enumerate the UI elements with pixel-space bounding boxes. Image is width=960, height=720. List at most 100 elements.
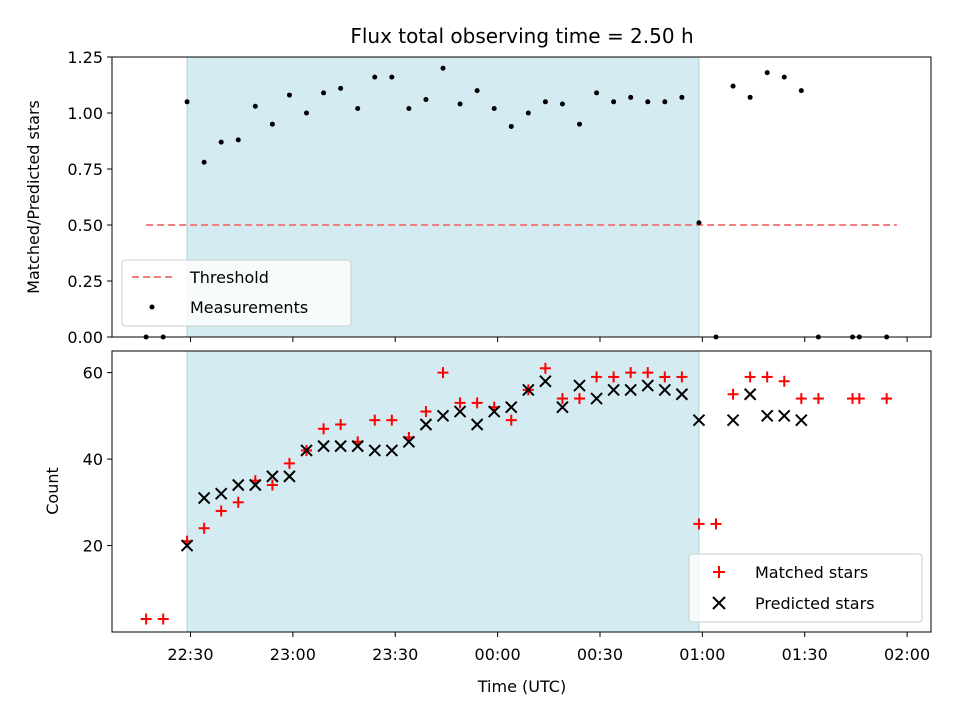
legend-predicted-label: Predicted stars [755,594,875,613]
predicted-star-marker [658,383,672,397]
x-tick-label: 00:00 [475,645,521,664]
matched-star-marker [659,371,671,383]
predicted-star-marker [743,388,757,401]
top-x-ticks [189,337,908,342]
predicted-star-marker [487,405,501,418]
legend-threshold-label: Threshold [189,268,269,287]
measurement-point [372,74,378,80]
measurement-point [286,92,292,98]
predicted-star-marker [453,405,467,418]
measurement-point [252,103,258,109]
bottom-y-ticks: 20 40 60 [83,364,112,556]
predicted-star-marker [505,400,518,414]
measurement-point [423,97,429,103]
y-tick-label: 1.00 [67,104,103,123]
predicted-star-marker [760,409,774,423]
predicted-star-marker [368,444,381,457]
measurement-point [764,70,770,76]
matched-star-marker [853,393,865,405]
measurement-point [628,94,634,100]
legend-measurements-label: Measurements [190,298,308,317]
measurement-point [440,65,446,71]
top-y-ticks: 0.00 0.25 0.50 0.75 1.00 1.25 [67,48,112,347]
matched-star-marker [198,522,210,534]
predicted-star-marker [556,400,569,414]
predicted-star-marker [573,379,586,392]
predicted-star-marker [795,413,808,427]
matched-star-marker [369,414,381,426]
matched-star-marker [642,367,654,379]
top-legend-box [121,259,352,327]
predicted-star-marker [539,375,552,388]
matched-star-marker [812,393,824,405]
x-tick-label: 23:00 [270,645,316,664]
matched-star-marker [318,423,330,435]
measurement-point [730,83,736,89]
measurement-point [355,106,361,112]
matched-star-marker [574,393,586,405]
measurement-point [559,101,565,107]
x-tick-label: 00:30 [577,645,623,664]
matched-star-marker [591,371,603,383]
bottom-legend-box [688,553,923,623]
predicted-star-marker [180,539,194,552]
predicted-star-marker [232,478,245,492]
predicted-star-marker [197,491,211,505]
measurement-point [406,106,412,112]
predicted-star-marker [334,439,347,453]
matched-star-marker [693,518,705,530]
matched-star-marker [795,393,807,405]
predicted-star-markers [180,375,808,552]
matched-star-marker [471,397,483,409]
predicted-star-marker [590,392,603,405]
x-tick-label: 22:30 [167,645,213,664]
matched-star-marker [454,397,466,409]
predicted-star-marker [402,435,416,448]
measurement-point [747,94,753,100]
predicted-star-marker [249,478,262,492]
predicted-star-marker [470,418,484,431]
y-tick-label: 20 [83,537,103,556]
matched-star-marker [420,406,432,418]
y-tick-label: 0.25 [67,272,103,291]
measurement-point [457,101,463,107]
y-tick-label: 60 [83,364,103,383]
legend-predicted-swatch [712,596,726,610]
measurement-point [389,74,395,80]
x-tick-label: 01:00 [679,645,725,664]
measurement-point [508,123,514,129]
bottom-x-ticks: 22:30 23:00 23:30 00:00 00:30 01:00 01:30 02:00 [167,632,930,664]
measurement-point [781,74,787,80]
measurement-point [321,90,327,96]
measurement-point [491,106,497,112]
matched-star-marker [386,414,398,426]
measurement-point [184,99,190,105]
predicted-star-marker [624,383,637,397]
top-panel: 0.00 0.25 0.50 0.75 1.00 1.25 Matched/Predict… [24,48,932,347]
predicted-star-marker [317,439,330,453]
bottom-panel: 20 40 60 22:30 23:00 23:30 00:00 00:30 01:00 01:… [43,350,932,696]
predicted-star-marker [283,470,296,483]
measurement-point [218,139,224,145]
bottom-plot-frame [111,350,932,633]
matched-star-marker [266,479,278,491]
matched-star-marker [335,418,347,430]
predicted-star-marker [726,413,740,427]
matched-star-marker [215,505,227,517]
predicted-star-marker [692,413,706,427]
bottom-y-axis-label: Count [43,467,62,515]
measurement-point [645,99,651,105]
measurement-point [679,94,685,100]
measurement-point [474,88,480,94]
legend-matched-label: Matched stars [755,563,868,582]
measurement-point [542,99,548,105]
predicted-star-marker [607,383,620,397]
measurement-point [577,121,583,127]
measurement-point [611,99,617,105]
predicted-star-marker [214,487,228,500]
y-tick-label: 0.00 [67,328,103,347]
predicted-star-marker [641,379,654,392]
matched-star-marker [437,367,449,379]
predicted-star-marker [522,383,535,397]
predicted-star-marker [675,388,689,401]
